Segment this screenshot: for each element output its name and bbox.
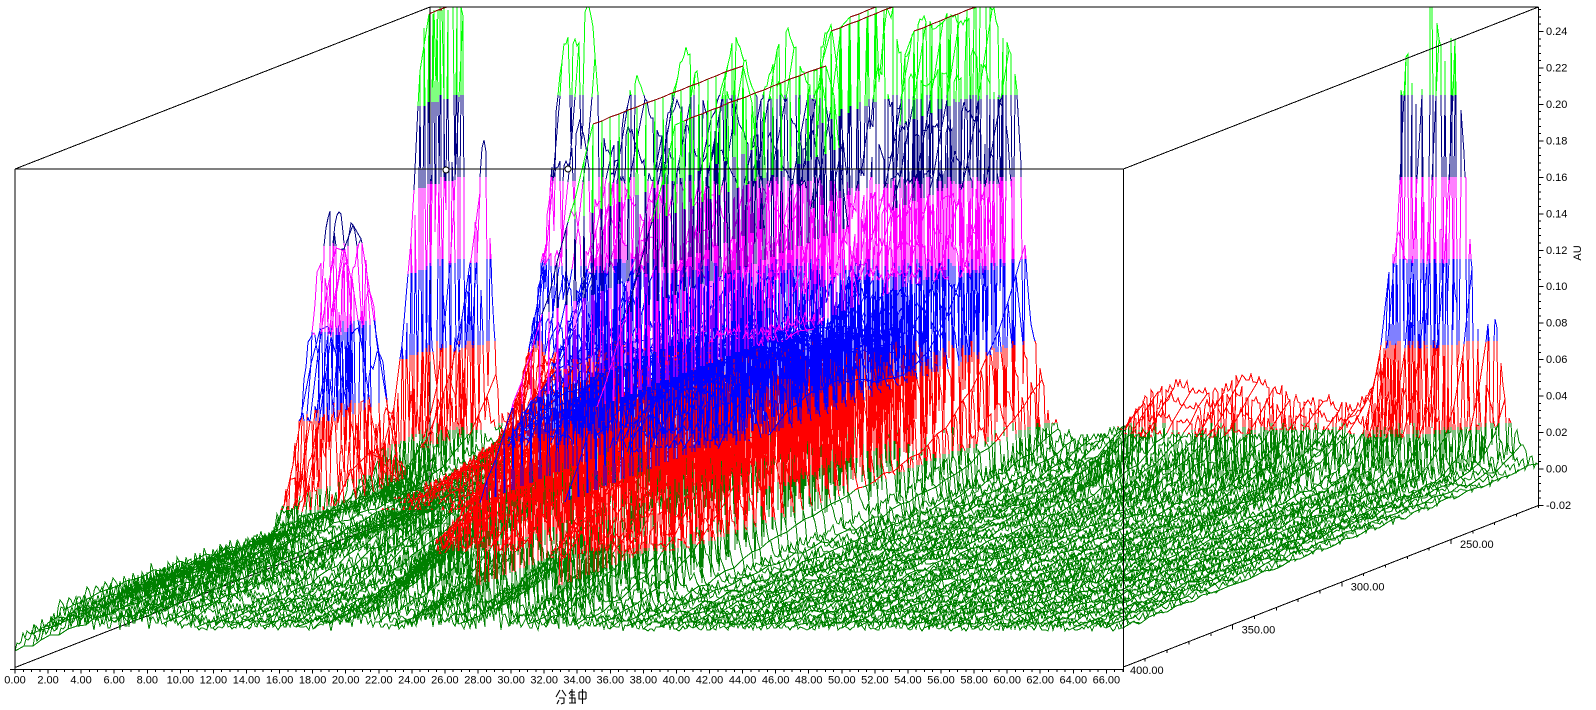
svg-text:54.00: 54.00: [894, 675, 922, 687]
svg-text:0.00: 0.00: [4, 675, 25, 687]
svg-text:44.00: 44.00: [729, 675, 757, 687]
svg-text:0.00: 0.00: [1546, 464, 1567, 476]
svg-text:0.08: 0.08: [1546, 318, 1567, 330]
svg-text:0.24: 0.24: [1546, 26, 1567, 38]
svg-text:4.00: 4.00: [70, 675, 91, 687]
svg-text:AU: AU: [1572, 245, 1584, 260]
svg-text:0.10: 0.10: [1546, 281, 1567, 293]
svg-text:16.00: 16.00: [266, 675, 294, 687]
svg-text:34.00: 34.00: [563, 675, 591, 687]
svg-text:0.12: 0.12: [1546, 245, 1567, 257]
svg-text:0.14: 0.14: [1546, 208, 1567, 220]
svg-text:14.00: 14.00: [233, 675, 261, 687]
svg-text:8.00: 8.00: [137, 675, 158, 687]
svg-text:38.00: 38.00: [630, 675, 658, 687]
svg-text:36.00: 36.00: [597, 675, 625, 687]
svg-text:64.00: 64.00: [1060, 675, 1088, 687]
svg-text:18.00: 18.00: [299, 675, 327, 687]
svg-text:2.00: 2.00: [37, 675, 58, 687]
svg-text:350.00: 350.00: [1242, 624, 1276, 636]
svg-text:48.00: 48.00: [795, 675, 823, 687]
svg-text:300.00: 300.00: [1351, 582, 1385, 594]
svg-text:26.00: 26.00: [431, 675, 459, 687]
svg-text:42.00: 42.00: [696, 675, 724, 687]
svg-text:6.00: 6.00: [103, 675, 124, 687]
svg-text:0.16: 0.16: [1546, 172, 1567, 184]
svg-text:0.20: 0.20: [1546, 99, 1567, 111]
svg-text:22.00: 22.00: [365, 675, 393, 687]
svg-text:24.00: 24.00: [398, 675, 426, 687]
svg-text:0.18: 0.18: [1546, 135, 1567, 147]
svg-text:10.00: 10.00: [167, 675, 195, 687]
svg-text:46.00: 46.00: [762, 675, 790, 687]
svg-text:0.02: 0.02: [1546, 427, 1567, 439]
svg-text:62.00: 62.00: [1026, 675, 1054, 687]
svg-text:12.00: 12.00: [200, 675, 228, 687]
svg-text:50.00: 50.00: [828, 675, 856, 687]
svg-text:20.00: 20.00: [332, 675, 360, 687]
svg-text:28.00: 28.00: [464, 675, 492, 687]
svg-text:0.06: 0.06: [1546, 354, 1567, 366]
svg-text:40.00: 40.00: [663, 675, 691, 687]
svg-text:-0.02: -0.02: [1546, 500, 1571, 512]
svg-text:32.00: 32.00: [530, 675, 558, 687]
svg-text:30.00: 30.00: [497, 675, 525, 687]
svg-text:66.00: 66.00: [1093, 675, 1121, 687]
svg-text:400.00: 400.00: [1130, 665, 1164, 677]
svg-text:52.00: 52.00: [861, 675, 889, 687]
svg-text:0.04: 0.04: [1546, 391, 1567, 403]
svg-text:250.00: 250.00: [1460, 539, 1494, 551]
svg-text:60.00: 60.00: [993, 675, 1021, 687]
svg-text:56.00: 56.00: [927, 675, 955, 687]
svg-text:58.00: 58.00: [960, 675, 988, 687]
svg-text:0.22: 0.22: [1546, 63, 1567, 75]
